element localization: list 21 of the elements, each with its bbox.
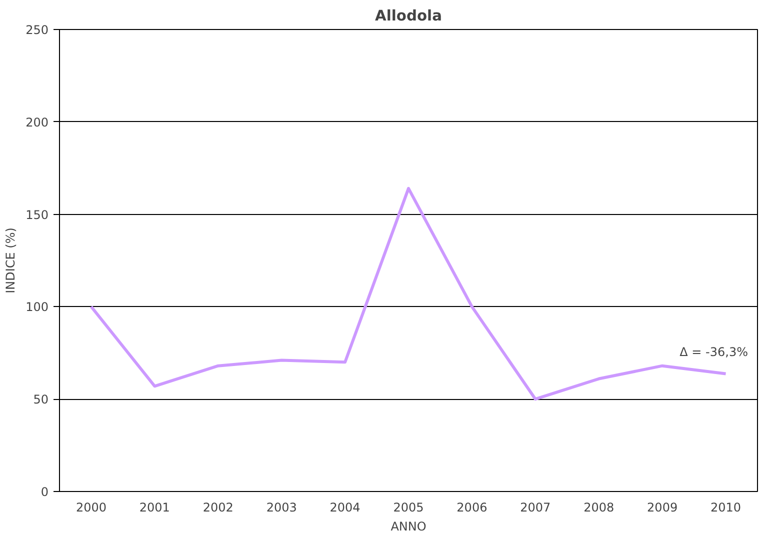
y-tick-label: 250: [26, 23, 48, 37]
y-tick-label: 200: [26, 115, 48, 130]
x-axis-title: ANNO: [390, 520, 426, 534]
y-tick-label: 0: [40, 485, 49, 499]
x-tick-label: 2010: [710, 500, 742, 514]
chart-title: Allodola: [375, 8, 442, 24]
x-tick-label: 2008: [584, 500, 614, 514]
y-axis-title: INDICE (%): [4, 228, 18, 294]
x-tick-label: 2007: [520, 500, 551, 514]
x-tick-label: 2004: [330, 500, 360, 514]
x-tick-label: 2000: [76, 500, 107, 514]
x-tick-label: 2005: [393, 500, 424, 514]
x-tick-label: 2003: [266, 500, 297, 514]
annotation: Δ = -36,3%: [680, 345, 748, 359]
x-tick-label: 2002: [202, 500, 234, 514]
x-tick-label: 2009: [647, 500, 678, 514]
y-tick-label: 50: [33, 392, 49, 407]
x-tick-label: 2001: [139, 500, 170, 514]
x-tick-label: 2006: [456, 500, 488, 514]
y-tick-label: 150: [26, 208, 48, 222]
y-tick-label: 100: [26, 300, 48, 314]
